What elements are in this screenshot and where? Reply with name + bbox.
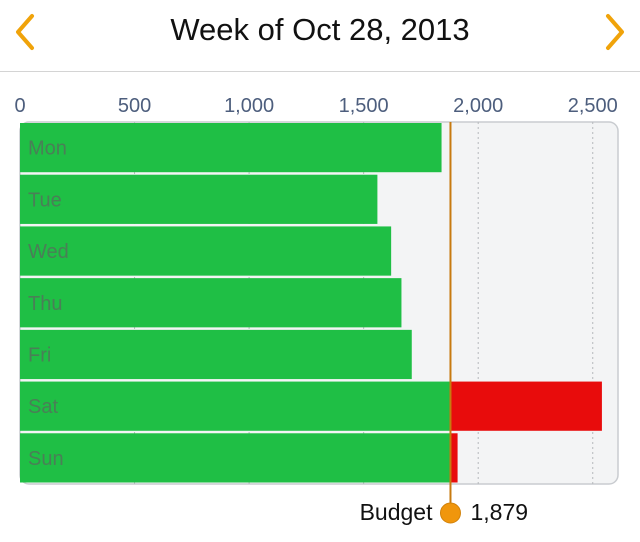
day-label: Sun bbox=[28, 448, 64, 470]
x-tick-label: 1,500 bbox=[339, 95, 389, 117]
x-tick-label: 500 bbox=[118, 95, 151, 117]
day-label: Thu bbox=[28, 293, 62, 315]
week-header: Week of Oct 28, 2013 bbox=[0, 0, 640, 72]
budget-marker bbox=[439, 502, 461, 524]
day-label: Tue bbox=[28, 189, 62, 211]
bar-over-budget bbox=[450, 381, 602, 431]
x-tick-label: 0 bbox=[14, 95, 25, 117]
previous-week-button[interactable] bbox=[6, 12, 46, 52]
weekly-budget-chart: 0 500 1,000 1,500 2,000 2,500 Mon Tue Wed Thu Fri S… bbox=[14, 95, 619, 525]
bar-under-budget bbox=[20, 381, 451, 431]
chevron-left-icon bbox=[16, 14, 34, 50]
bar-under-budget bbox=[20, 174, 378, 224]
page-title: Week of Oct 28, 2013 bbox=[170, 12, 470, 47]
x-tick-label: 1,000 bbox=[224, 95, 274, 117]
chevron-right-icon bbox=[606, 14, 624, 50]
day-label: Sat bbox=[28, 396, 58, 418]
bar-over-budget bbox=[450, 433, 458, 483]
bar-under-budget bbox=[20, 278, 402, 328]
bar-under-budget bbox=[20, 433, 451, 483]
bar-under-budget bbox=[20, 329, 412, 380]
budget-label: Budget bbox=[360, 499, 434, 525]
day-label: Wed bbox=[28, 241, 69, 263]
budget-value: 1,879 bbox=[470, 499, 528, 525]
day-label: Mon bbox=[28, 138, 67, 160]
x-tick-label: 2,000 bbox=[453, 95, 503, 117]
day-label: Fri bbox=[28, 344, 51, 366]
bar-under-budget bbox=[20, 226, 392, 276]
next-week-button[interactable] bbox=[594, 12, 634, 52]
bar-under-budget bbox=[20, 123, 442, 173]
x-tick-label: 2,500 bbox=[568, 95, 618, 117]
